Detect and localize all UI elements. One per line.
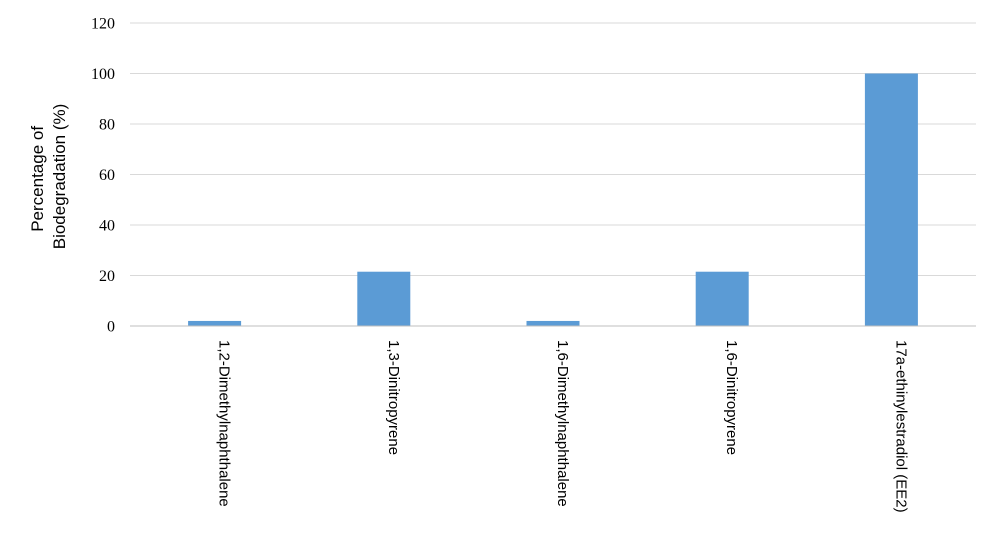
y-axis-title: Percentage of Biodegradation (%) (28, 104, 69, 250)
x-tick-label: 1,6-Dimethylnaphthalene (554, 340, 571, 507)
x-tick-labels: 1,2-Dimethylnaphthalene 1,3-Dinitropyrene… (216, 340, 910, 513)
y-tick-label: 80 (99, 117, 115, 134)
y-tick-label: 120 (91, 16, 115, 33)
y-axis-title-line-1: Percentage of (28, 126, 47, 232)
bars (188, 73, 918, 326)
y-tick-labels: 0 20 40 60 80 100 120 (91, 16, 115, 336)
y-tick-label: 60 (99, 167, 115, 184)
bar (695, 271, 749, 326)
y-tick-label: 0 (107, 319, 115, 336)
bar (526, 320, 580, 326)
y-tick-label: 40 (99, 218, 115, 235)
y-axis-title-line-2: Biodegradation (%) (50, 104, 69, 250)
gridlines (130, 22, 976, 276)
bar (864, 73, 918, 326)
x-tick-label: 1,2-Dimethylnaphthalene (216, 340, 233, 507)
x-tick-label: 1,6-Dinitropyrene (723, 340, 740, 455)
bar (357, 271, 411, 326)
x-tick-label: 1,3-Dinitropyrene (385, 340, 402, 455)
x-tick-label: 17a-ethinylestradiol (EE2) (892, 340, 909, 513)
y-tick-label: 100 (91, 66, 115, 83)
bar (188, 320, 242, 326)
y-tick-label: 20 (99, 268, 115, 285)
